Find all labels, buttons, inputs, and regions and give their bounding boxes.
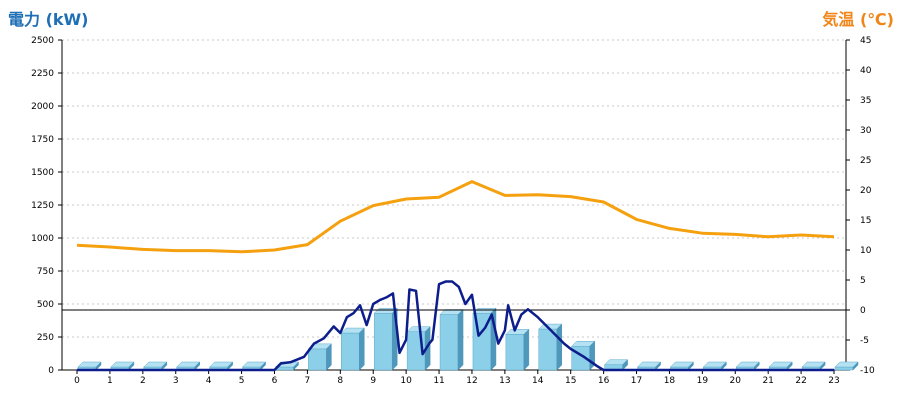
hour-bar — [439, 314, 459, 371]
x-tick-label: 4 — [206, 376, 212, 386]
hour-bar-side — [589, 340, 595, 371]
hour-bar-side — [326, 343, 332, 371]
x-tick-label: 22 — [795, 376, 806, 386]
x-tick-label: 14 — [532, 376, 544, 386]
right-tick-label: 5 — [860, 276, 866, 286]
x-tick-label: 15 — [565, 376, 576, 386]
x-tick-label: 21 — [762, 376, 773, 386]
x-tick-label: 20 — [730, 376, 742, 386]
hour-bar-side — [556, 323, 563, 371]
left-tick-label: 2500 — [31, 36, 54, 46]
right-tick-label: -10 — [860, 366, 875, 376]
hour-bar — [505, 334, 525, 371]
left-tick-label: 2000 — [31, 102, 54, 112]
x-tick-label: 1 — [107, 376, 113, 386]
right-tick-label: 20 — [860, 186, 872, 196]
x-tick-label: 18 — [664, 376, 676, 386]
temperature-line — [76, 180, 835, 254]
hour-bar-side — [457, 308, 464, 371]
power-line — [77, 280, 834, 372]
x-tick-label: 0 — [74, 376, 80, 386]
hour-bar-side — [852, 361, 859, 371]
left-axis-title: 電力 (kW) — [8, 10, 89, 29]
hour-bar — [834, 366, 854, 371]
hour-bar-side — [523, 328, 530, 371]
right-tick-label: 25 — [860, 156, 871, 166]
hour-bar — [373, 312, 393, 371]
x-tick-label: 16 — [598, 376, 610, 386]
x-tick-label: 6 — [272, 376, 278, 386]
left-tick-label: 250 — [37, 333, 54, 343]
right-tick-label: -5 — [860, 336, 869, 346]
left-tick-label: 1500 — [31, 168, 54, 178]
left-tick-label: 500 — [37, 300, 54, 310]
left-tick-label: 1000 — [31, 234, 54, 244]
left-tick-label: 1750 — [31, 135, 54, 145]
left-tick-label: 0 — [48, 366, 54, 376]
left-tick-label: 750 — [37, 267, 54, 277]
x-tick-label: 23 — [828, 376, 839, 386]
x-tick-label: 10 — [400, 376, 412, 386]
x-tick-label: 11 — [433, 376, 444, 386]
x-tick-label: 8 — [337, 376, 343, 386]
hour-bar — [308, 348, 327, 371]
x-tick-label: 19 — [697, 376, 709, 386]
right-tick-label: 10 — [860, 246, 872, 256]
right-axis-title: 気温 (℃) — [822, 10, 894, 29]
right-tick-label: 40 — [860, 66, 872, 76]
x-tick-label: 17 — [631, 376, 642, 386]
x-tick-label: 7 — [305, 376, 311, 386]
hour-bar — [341, 332, 360, 371]
hour-bar-side — [293, 361, 299, 371]
x-tick-label: 5 — [239, 376, 245, 386]
x-tick-label: 3 — [173, 376, 179, 386]
x-tick-label: 13 — [499, 376, 510, 386]
right-tick-label: 15 — [860, 216, 871, 226]
x-tick-label: 2 — [140, 376, 146, 386]
right-tick-label: 0 — [860, 306, 866, 316]
x-tick-label: 12 — [466, 376, 477, 386]
right-tick-label: 45 — [860, 36, 871, 46]
left-tick-label: 2250 — [31, 69, 54, 79]
hour-bar-side — [359, 327, 365, 371]
right-tick-label: 35 — [860, 96, 871, 106]
left-tick-label: 1250 — [31, 201, 54, 211]
x-tick-label: 9 — [370, 376, 376, 386]
right-tick-label: 30 — [860, 126, 872, 136]
hour-bar-side — [622, 359, 628, 371]
